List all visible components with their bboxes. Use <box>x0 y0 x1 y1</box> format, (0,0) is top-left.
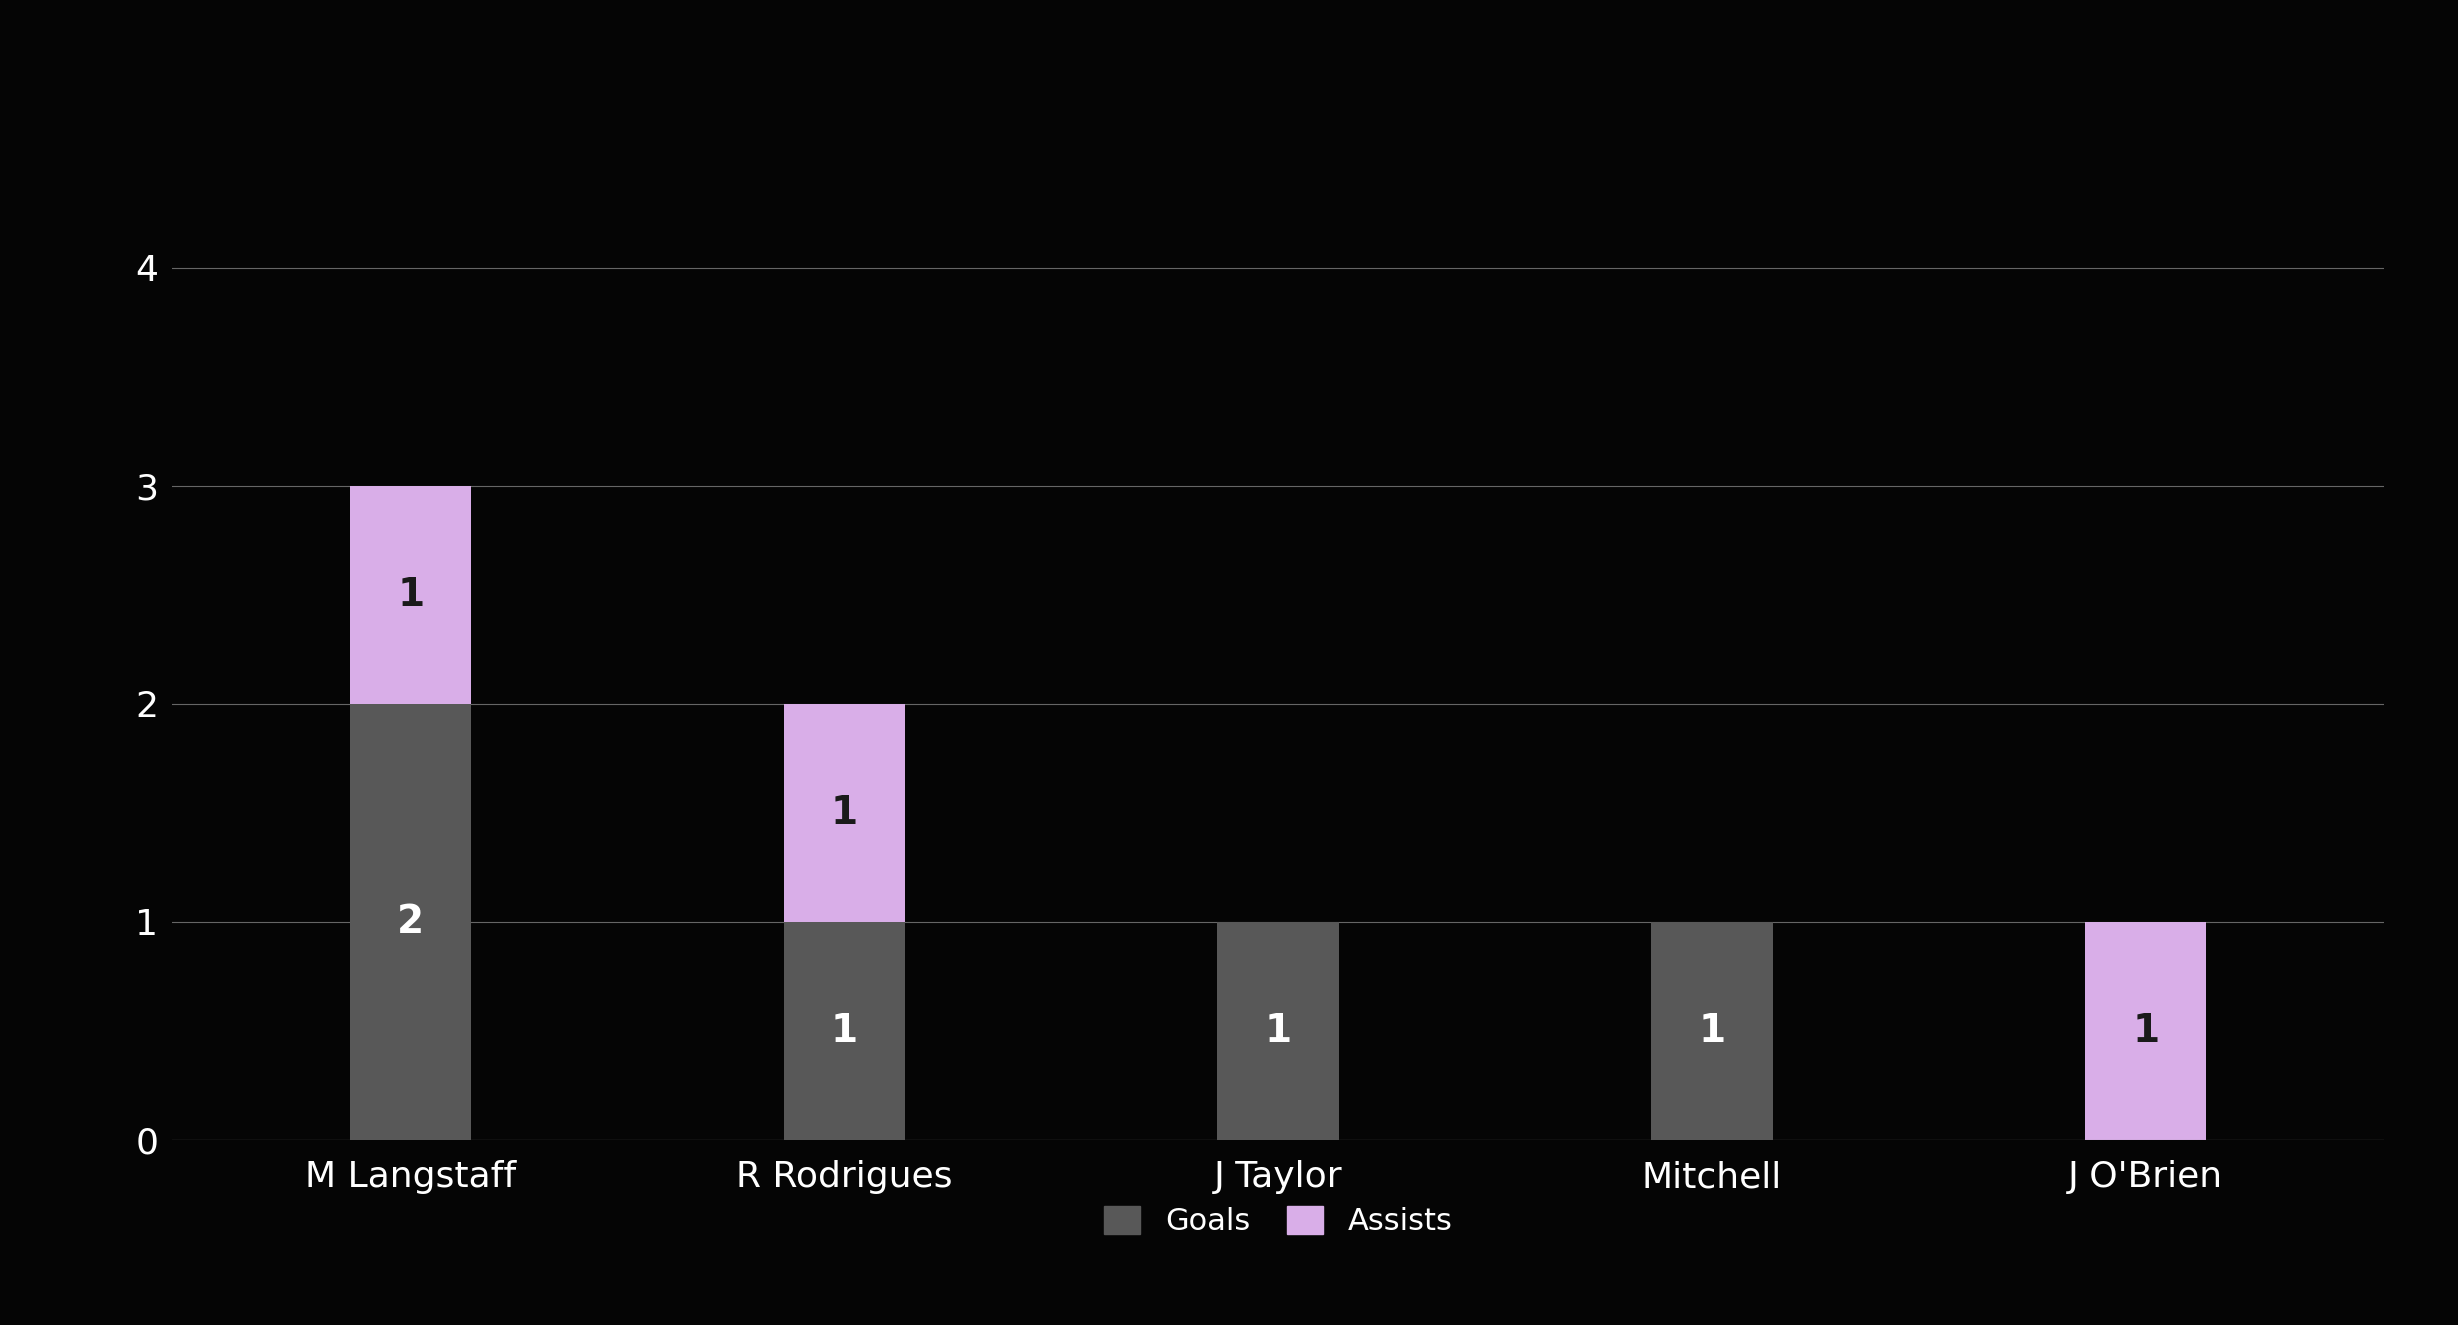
Text: 1: 1 <box>1698 1011 1726 1049</box>
Bar <box>784 704 905 922</box>
Text: 1: 1 <box>398 576 425 613</box>
Bar <box>2084 922 2207 1140</box>
Bar <box>1217 922 1340 1140</box>
Text: 1: 1 <box>2131 1011 2158 1049</box>
Legend: Goals, Assists: Goals, Assists <box>1089 1191 1467 1252</box>
Text: 2: 2 <box>398 902 425 941</box>
Bar <box>349 486 472 704</box>
Text: 1: 1 <box>831 1011 858 1049</box>
Text: 1: 1 <box>831 794 858 832</box>
Text: 1: 1 <box>1263 1011 1293 1049</box>
Bar <box>784 922 905 1140</box>
Bar <box>1652 922 1772 1140</box>
Bar <box>349 704 472 1140</box>
